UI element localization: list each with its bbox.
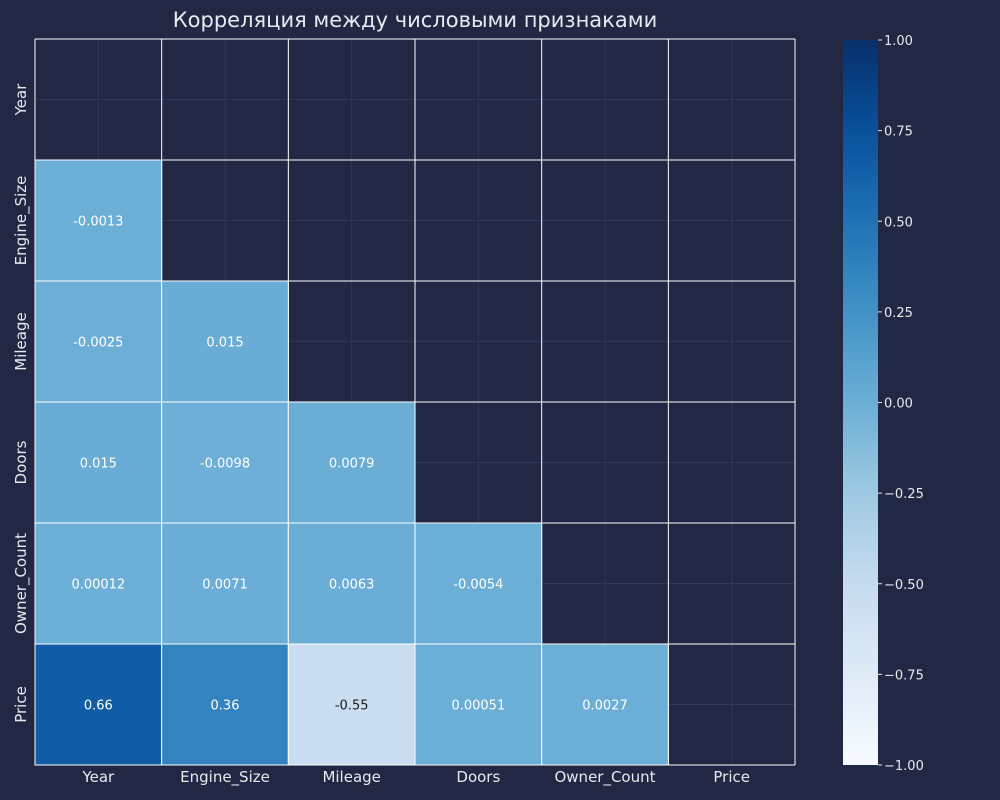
heatmap-cell	[161, 280, 289, 403]
colorbar-tick-label: −1.00	[884, 759, 924, 774]
cell-value-label: 0.0079	[329, 457, 375, 472]
cell-value-label: 0.015	[80, 457, 117, 472]
cell-value-label: 0.0027	[582, 699, 628, 714]
cell-value-label: 0.0071	[202, 578, 248, 593]
colorbar-tick-label: 1.00	[884, 34, 913, 49]
y-tick-label: Owner_Count	[12, 533, 31, 634]
y-tick-label: Year	[12, 83, 30, 117]
cell-value-label: -0.0098	[200, 457, 250, 472]
colorbar-tick-label: 0.00	[884, 397, 913, 412]
y-tick-label: Doors	[12, 440, 30, 484]
heatmap-cell	[34, 643, 163, 766]
heatmap-cell	[34, 159, 163, 282]
cell-value-label: -0.0054	[453, 578, 503, 593]
chart-title: Корреляция между числовыми признаками	[172, 8, 658, 32]
colorbar-tick-label: 0.75	[884, 125, 913, 140]
colorbar-tick-label: 0.50	[884, 215, 913, 230]
cell-value-label: 0.0063	[329, 578, 375, 593]
heatmap-cell	[34, 522, 163, 645]
cell-value-label: 0.015	[206, 336, 243, 351]
heatmap-cell	[287, 401, 416, 524]
cell-value-label: 0.66	[84, 699, 113, 714]
heatmap-cell	[34, 280, 163, 403]
x-tick-label: Year	[81, 768, 115, 786]
x-tick-label: Owner_Count	[554, 768, 655, 787]
y-tick-label: Engine_Size	[12, 176, 31, 266]
colorbar-tick-label: −0.25	[884, 487, 924, 502]
cell-value-label: -0.55	[335, 699, 369, 714]
heatmap-cell	[287, 522, 416, 645]
heatmap-cell	[287, 643, 416, 766]
y-tick-label: Price	[12, 686, 30, 723]
heatmap-cell	[414, 643, 543, 766]
heatmap-cell	[414, 522, 543, 645]
cell-value-label: 0.00012	[71, 578, 125, 593]
x-tick-label: Doors	[456, 768, 500, 786]
heatmap-cell	[541, 643, 669, 766]
y-tick-label: Mileage	[12, 312, 30, 370]
cell-value-label: 0.00051	[451, 699, 505, 714]
heatmap-cell	[161, 401, 289, 524]
cell-value-label: -0.0025	[73, 336, 123, 351]
colorbar-tick-label: −0.50	[884, 578, 924, 593]
colorbar-tick-label: 0.25	[884, 306, 913, 321]
colorbar	[843, 40, 878, 765]
heatmap-cell	[161, 643, 289, 766]
cell-value-label: -0.0013	[73, 215, 123, 230]
cell-value-label: 0.36	[211, 699, 240, 714]
x-tick-label: Engine_Size	[180, 768, 270, 787]
heatmap-cells: -0.0013 -0.0025 0.015 0.015 -0.0098 0.0079 0.0…	[34, 159, 669, 766]
x-tick-label: Price	[713, 768, 750, 786]
colorbar-tick-label: −0.75	[884, 668, 924, 683]
x-tick-label: Mileage	[322, 768, 380, 786]
